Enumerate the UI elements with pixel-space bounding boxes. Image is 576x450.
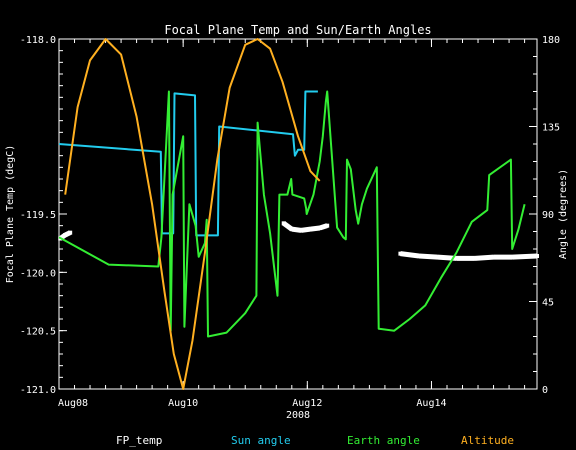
y-left-tick-label: -120.5 [20,327,56,338]
fp-temp-band [310,225,321,232]
y-right-tick-label: 0 [542,385,548,396]
x-tick-label: Aug14 [416,398,446,409]
altitude-line [64,38,321,390]
y-left-axis-label: Focal Plane Temp (degC) [5,145,16,283]
legend: FP_temp Sun angle Earth angle Altitude [0,434,576,450]
earth-angle-line [58,90,526,338]
fp-temp-band [418,253,438,260]
fp-temp-band [64,230,72,238]
legend-altitude: Altitude [461,434,514,447]
legend-fp-temp: FP_temp [116,434,163,447]
y-right-tick-label: 90 [542,210,554,221]
y-right-axis-label: Angle (degrees) [558,169,569,259]
y-left-tick-label: -120.0 [20,268,56,279]
y-left-tick-label: -118.0 [20,35,56,46]
chart-title: Focal Plane Temp and Sun/Earth Angles [164,23,431,37]
x-tick-label: Aug10 [168,398,198,409]
fp-temp-band [474,254,494,261]
x-tick-label: Aug08 [58,398,88,409]
y-right-tick-label: 180 [542,35,560,46]
y-right-tick-label: 135 [542,123,560,134]
x-tick-label: Aug12 [292,398,322,409]
legend-sun-angle: Sun angle [231,434,291,447]
fp-temp-band [400,251,420,259]
fp-temp-band [512,253,538,260]
fp-temp-band [291,226,302,233]
fp-temp-band [282,221,294,232]
fp-temp-band [318,223,328,231]
legend-earth-angle: Earth angle [347,434,420,447]
y-left-tick-label: -119.5 [20,210,56,221]
fp-temp-band [300,226,311,233]
fp-temp-point [417,254,422,258]
y-right-tick-label: 45 [542,298,554,309]
y-left-tick-label: -121.0 [20,385,56,396]
fp-temp-point [535,254,539,258]
x-axis-label: 2008 [286,410,310,421]
